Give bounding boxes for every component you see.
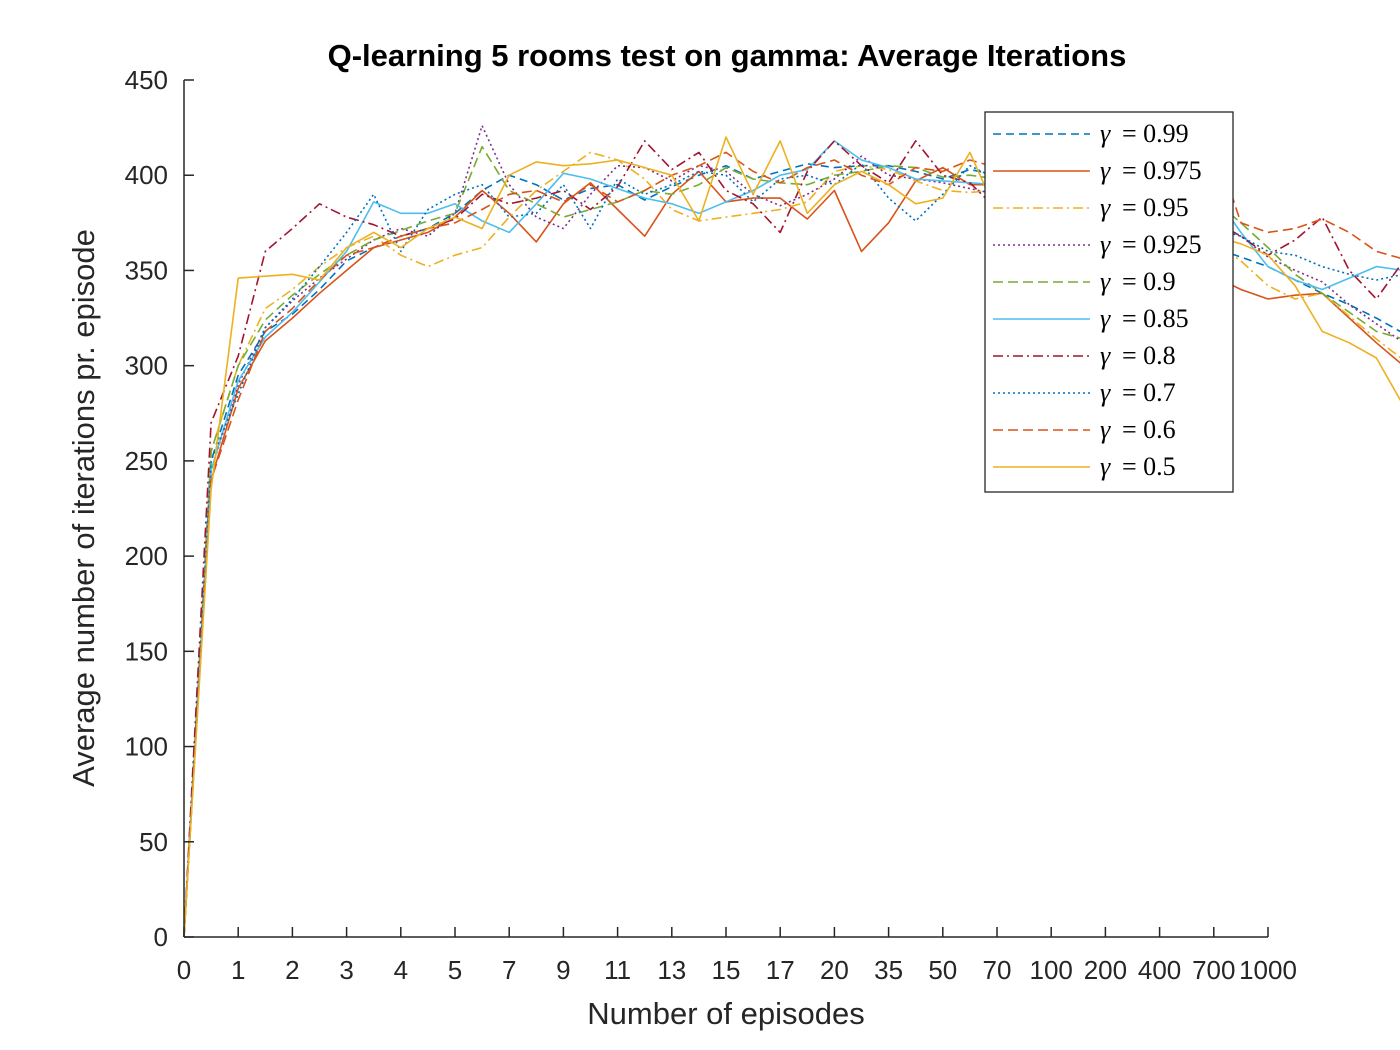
legend-symbol: γ (1100, 156, 1111, 185)
series-line-4 (183, 124, 1400, 938)
legend-value: = 0.8 (1122, 341, 1176, 370)
legend-value: = 0.99 (1122, 119, 1189, 148)
x-tick-label: 2 (285, 955, 299, 985)
legend-symbol: γ (1100, 378, 1111, 407)
y-tick-label: 400 (125, 160, 168, 190)
x-tick-label: 700 (1192, 955, 1235, 985)
x-tick-label: 1000 (1239, 955, 1297, 985)
series-line-1 (183, 163, 1400, 938)
legend-value: = 0.6 (1122, 415, 1176, 444)
y-tick-label: 250 (125, 446, 168, 476)
series-line-2 (183, 166, 1400, 938)
y-ticks: 0 50 100 150 200 250 300 350 400 450 (125, 65, 194, 952)
legend-symbol: γ (1100, 230, 1111, 259)
y-tick-label: 100 (125, 732, 168, 762)
x-tick-label: 17 (766, 955, 795, 985)
x-tick-label: 20 (820, 955, 849, 985)
legend-value: = 0.7 (1122, 378, 1176, 407)
legend-symbol: γ (1100, 267, 1111, 296)
x-tick-label: 9 (556, 955, 570, 985)
legend-value: = 0.5 (1122, 452, 1176, 481)
y-tick-label: 350 (125, 255, 168, 285)
x-tick-label: 11 (604, 955, 631, 985)
x-tick-label: 7 (502, 955, 516, 985)
series-line-7 (183, 136, 1400, 938)
x-tick-label: 4 (394, 955, 408, 985)
x-tick-label: 200 (1084, 955, 1127, 985)
x-tick-label: 50 (928, 955, 957, 985)
x-tick-label: 400 (1138, 955, 1181, 985)
chart-title: Q-learning 5 rooms test on gamma: Averag… (328, 38, 1127, 73)
legend-symbol: γ (1100, 415, 1111, 444)
x-ticks: 0 1 2 3 4 5 7 9 11 13 15 17 20 35 50 70 100 200 400 700 1000 (177, 927, 1297, 985)
x-tick-label: 1 (231, 955, 245, 985)
series-line-3 (183, 151, 1400, 938)
x-tick-label: 0 (177, 955, 191, 985)
x-tick-label: 15 (712, 955, 741, 985)
legend-symbol: γ (1100, 304, 1111, 333)
legend-value: = 0.925 (1122, 230, 1202, 259)
series-line-6 (183, 140, 1400, 938)
y-tick-label: 150 (125, 636, 168, 666)
y-tick-label: 200 (125, 541, 168, 571)
y-tick-label: 300 (125, 351, 168, 381)
legend-box (984, 111, 1234, 493)
y-tick-label: 0 (154, 922, 168, 952)
x-tick-label: 13 (657, 955, 686, 985)
legend-symbol: γ (1100, 193, 1111, 222)
legend-symbol: γ (1100, 341, 1111, 370)
legend: γ = 0.99 γ = 0.975 γ = 0.95 γ = 0.925 γ = 0.9 γ = 0… (984, 111, 1234, 493)
series-line-9 (183, 140, 1400, 938)
x-tick-label: 70 (983, 955, 1012, 985)
legend-value: = 0.975 (1122, 156, 1202, 185)
legend-value: = 0.9 (1122, 267, 1176, 296)
legend-value: = 0.85 (1122, 304, 1189, 333)
x-tick-label: 100 (1030, 955, 1073, 985)
x-tick-label: 35 (874, 955, 903, 985)
x-tick-label: 5 (448, 955, 462, 985)
legend-symbol: γ (1100, 119, 1111, 148)
x-axis-label: Number of episodes (587, 996, 864, 1031)
y-tick-label: 450 (125, 65, 168, 95)
legend-value: = 0.95 (1122, 193, 1189, 222)
x-tick-label: 3 (339, 955, 353, 985)
series-line-5 (183, 145, 1400, 938)
y-tick-label: 50 (139, 827, 168, 857)
legend-symbol: γ (1100, 452, 1111, 481)
y-axis-label: Average number of iterations pr. episode (66, 229, 101, 787)
